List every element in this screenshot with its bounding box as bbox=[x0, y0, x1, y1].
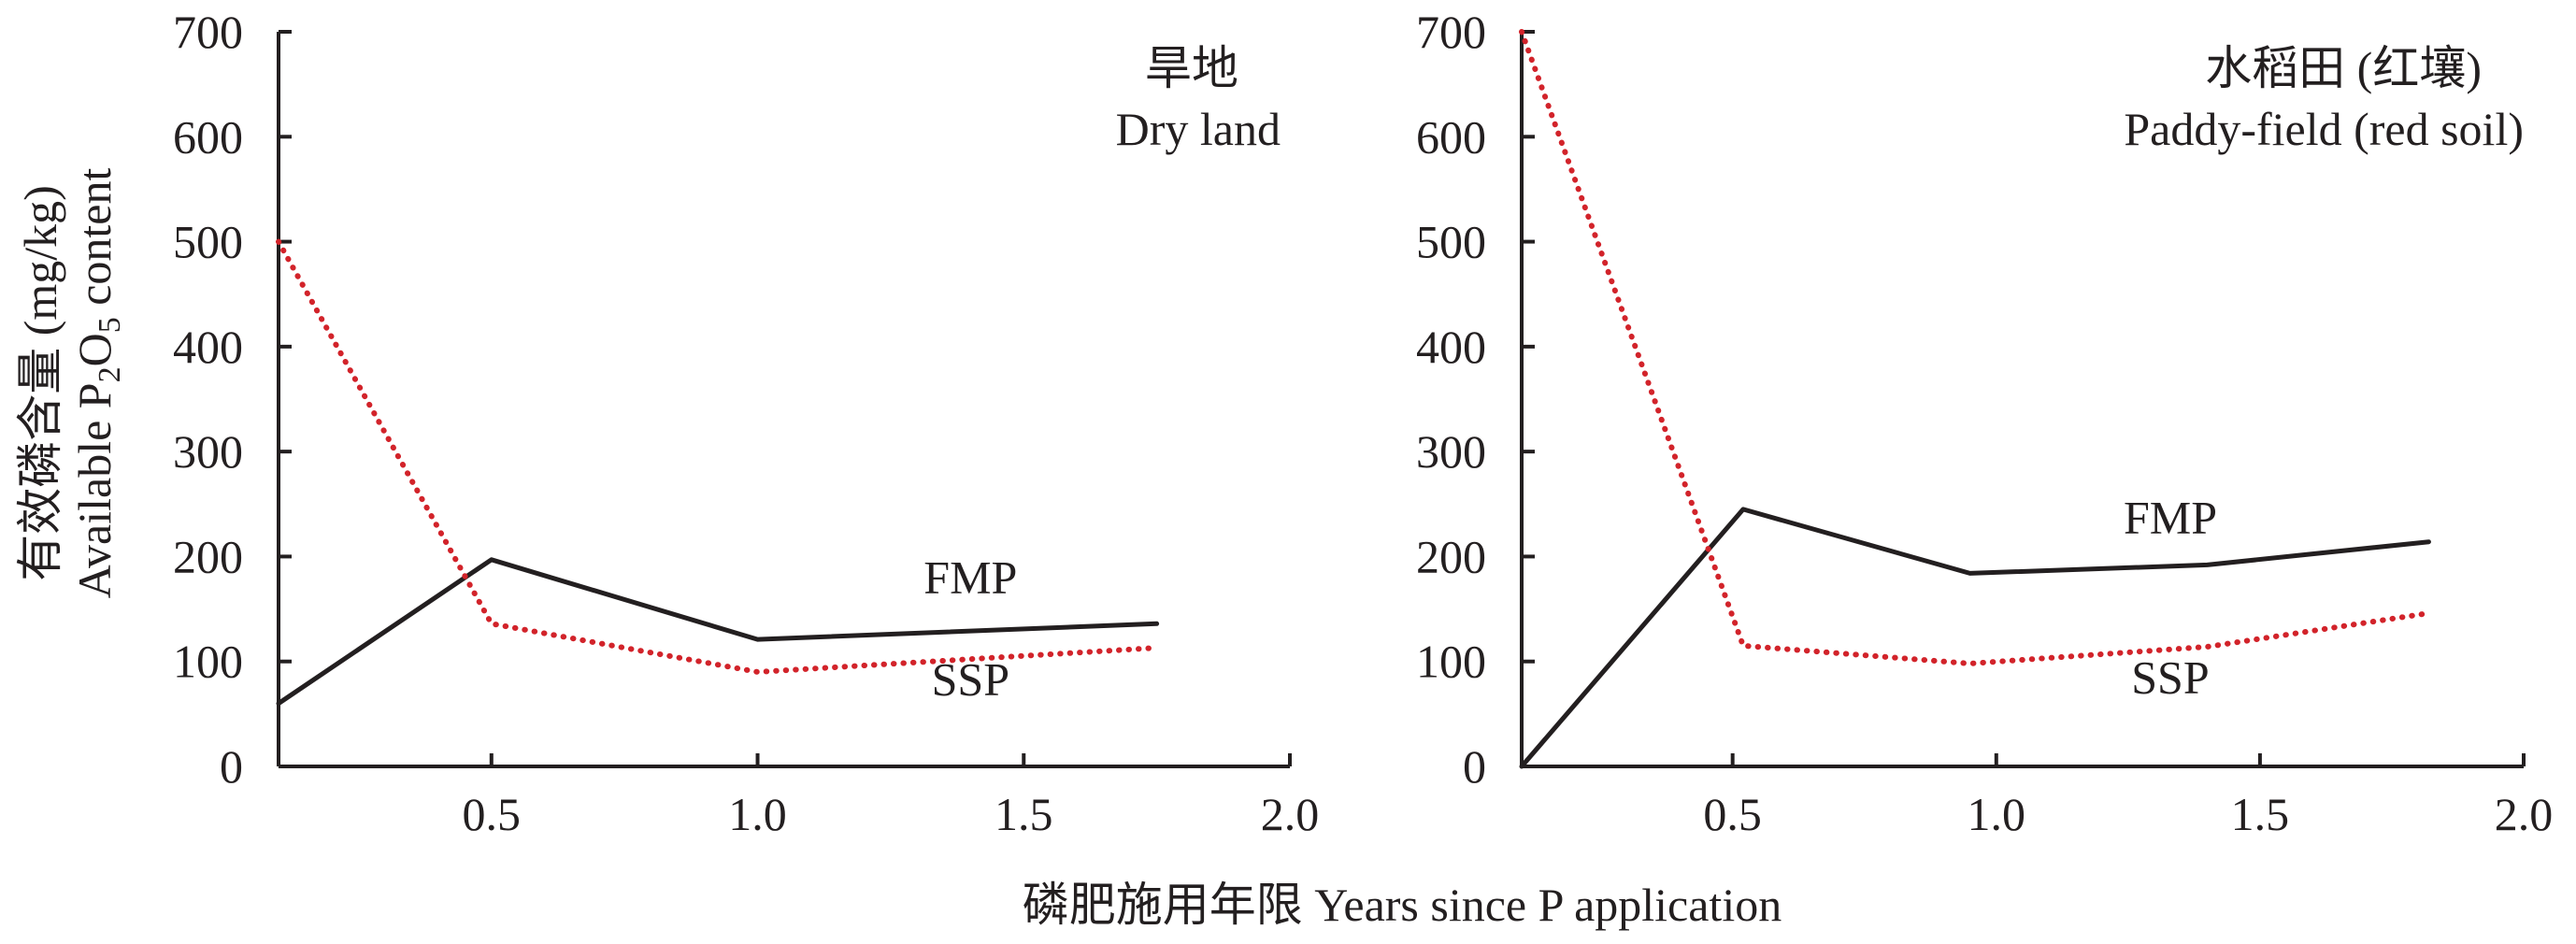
series-label-ssp: SSP bbox=[2131, 651, 2209, 703]
y-axis-label-en-post: content bbox=[68, 168, 121, 318]
y-tick-label: 0 bbox=[220, 740, 243, 793]
y-tick-label: 500 bbox=[1416, 216, 1486, 268]
y-tick-label: 300 bbox=[1416, 425, 1486, 478]
series-line-fmp bbox=[276, 557, 1160, 707]
x-tick-label: 0.5 bbox=[1703, 788, 1762, 840]
panel-dry-land: 0 100 200 300 400 500 600 700 0.5 1.0 1.5 2.0 旱地 Dry … bbox=[173, 6, 1319, 840]
y-axis-label-cn: 有效磷含量 (mg/kg) bbox=[14, 185, 66, 581]
x-tick-label: 1.0 bbox=[728, 788, 787, 840]
y-tick-label: 400 bbox=[1416, 321, 1486, 373]
series-label-fmp: FMP bbox=[923, 551, 1017, 604]
series-label-fmp: FMP bbox=[2124, 492, 2217, 544]
panel-title-en: Dry land bbox=[1116, 103, 1281, 155]
y-axis-label-en-sub2: 5 bbox=[93, 317, 127, 333]
x-tick-label: 1.5 bbox=[995, 788, 1053, 840]
panel-title-cn: 水稻田 (红壤) bbox=[2205, 42, 2482, 94]
series-line-ssp bbox=[276, 238, 1160, 675]
y-tick-label: 200 bbox=[1416, 530, 1486, 582]
y-axis-label-en-sub1: 2 bbox=[93, 366, 127, 382]
y-tick-label: 500 bbox=[173, 216, 243, 268]
y-tick-label: 0 bbox=[1463, 740, 1486, 793]
y-tick-label: 600 bbox=[1416, 110, 1486, 163]
panel-title-cn: 旱地 bbox=[1145, 42, 1238, 94]
y-axis-label-en-pre: Available P bbox=[68, 382, 121, 598]
series-line-fmp bbox=[1519, 507, 2431, 769]
y-tick-label: 400 bbox=[173, 321, 243, 373]
x-tick-label: 2.0 bbox=[1261, 788, 1320, 840]
y-axis-label-en-mid: O bbox=[68, 333, 121, 366]
y-tick-label: 700 bbox=[173, 6, 243, 58]
x-tick-label: 2.0 bbox=[2495, 788, 2554, 840]
x-axis-label: 磷肥施用年限 Years since P application bbox=[1023, 879, 1782, 931]
x-tick-label: 0.5 bbox=[463, 788, 522, 840]
y-tick-label: 100 bbox=[1416, 636, 1486, 688]
y-tick-label: 300 bbox=[173, 425, 243, 478]
y-tick-label: 200 bbox=[173, 530, 243, 582]
y-tick-label: 100 bbox=[173, 636, 243, 688]
x-tick-label: 1.5 bbox=[2231, 788, 2290, 840]
y-tick-label: 700 bbox=[1416, 6, 1486, 58]
panel-paddy-field: 0 100 200 300 400 500 600 700 0.5 1.0 1.5 2.0 水稻田 (红… bbox=[1416, 6, 2553, 840]
panel-title-en: Paddy-field (red soil) bbox=[2124, 103, 2524, 155]
series-label-ssp: SSP bbox=[932, 653, 1009, 706]
y-axis-label-en: Available P2O5 content bbox=[68, 168, 127, 599]
x-tick-label: 1.0 bbox=[1968, 788, 2026, 840]
y-tick-label: 600 bbox=[173, 110, 243, 163]
y-axis-label: 有效磷含量 (mg/kg) Available P2O5 content bbox=[14, 168, 127, 599]
